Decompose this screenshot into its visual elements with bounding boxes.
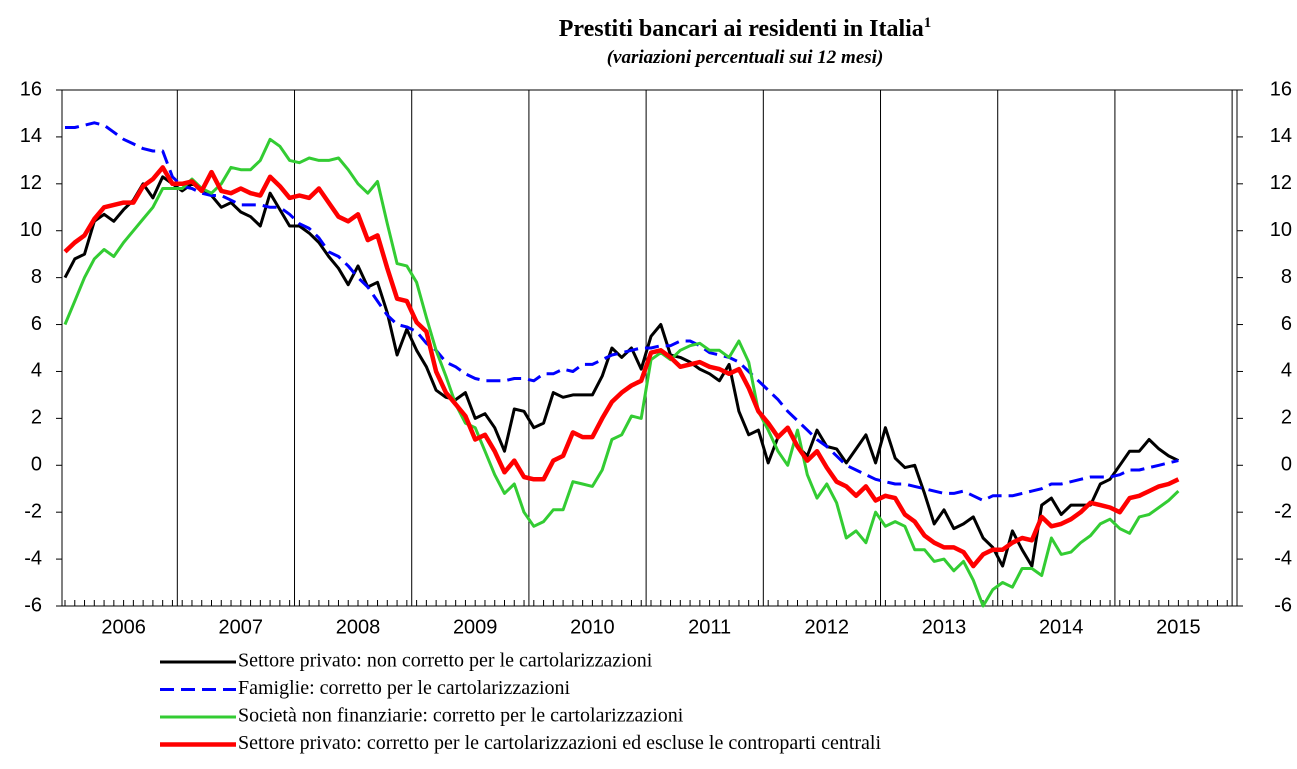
y2-tick-label: 8 [1281,266,1292,288]
y-tick-label: 14 [20,125,42,147]
y2-tick-label: 6 [1281,313,1292,335]
y-tick-label: -4 [24,547,42,569]
series-line [65,121,1179,502]
legend-label: Settore privato: corretto per le cartola… [238,732,881,754]
y2-tick-label: 16 [1270,78,1292,100]
x-tick-label: 2007 [219,616,264,638]
y-tick-label: 8 [31,266,42,288]
y2-tick-label: 14 [1270,125,1292,147]
y-tick-label: 12 [20,172,42,194]
x-tick-label: 2010 [570,616,615,638]
series-line [63,165,1180,569]
series-line [63,175,1180,568]
x-tick-label: 2008 [336,616,381,638]
plot-frame [61,89,1238,607]
y2-tick-label: 2 [1281,407,1292,429]
x-tick-label: 2011 [688,616,731,638]
y2-tick-label: 10 [1270,219,1292,241]
chart-subtitle: (variazioni percentuali sui 12 mesi) [607,47,884,68]
y2-tick-label: -6 [1274,594,1292,616]
x-tick-label: 2006 [101,616,146,638]
y2-tick-label: 4 [1281,360,1292,382]
legend-label: Settore privato: non corretto per le car… [238,650,653,672]
legend-label: Società non finanziarie: corretto per le… [238,705,684,727]
y2-tick-label: -2 [1274,500,1292,522]
y-tick-label: 10 [20,219,42,241]
y-tick-label: 6 [31,313,42,335]
y2-tick-label: -4 [1274,547,1292,569]
y2-tick-label: 0 [1281,454,1292,476]
series-line [63,137,1180,608]
x-tick-label: 2009 [453,616,498,638]
y-tick-label: -6 [24,594,42,616]
title-text: Prestiti bancari ai residenti in Italia [559,16,924,42]
y-tick-label: 4 [31,360,42,382]
x-tick-label: 2012 [805,616,850,638]
chart-title: Prestiti bancari ai residenti in Italia1 [559,15,932,42]
y-tick-label: -2 [24,500,42,522]
title-note: 1 [924,15,932,31]
x-tick-label: 2015 [1156,616,1201,638]
y2-tick-label: 12 [1270,172,1292,194]
y-tick-label: 16 [20,78,42,100]
y-tick-label: 0 [31,454,42,476]
legend-label: Famiglie: corretto per le cartolarizzazi… [238,677,571,699]
x-tick-label: 2013 [922,616,967,638]
x-tick-label: 2014 [1039,616,1084,638]
y-tick-label: 2 [31,407,42,429]
